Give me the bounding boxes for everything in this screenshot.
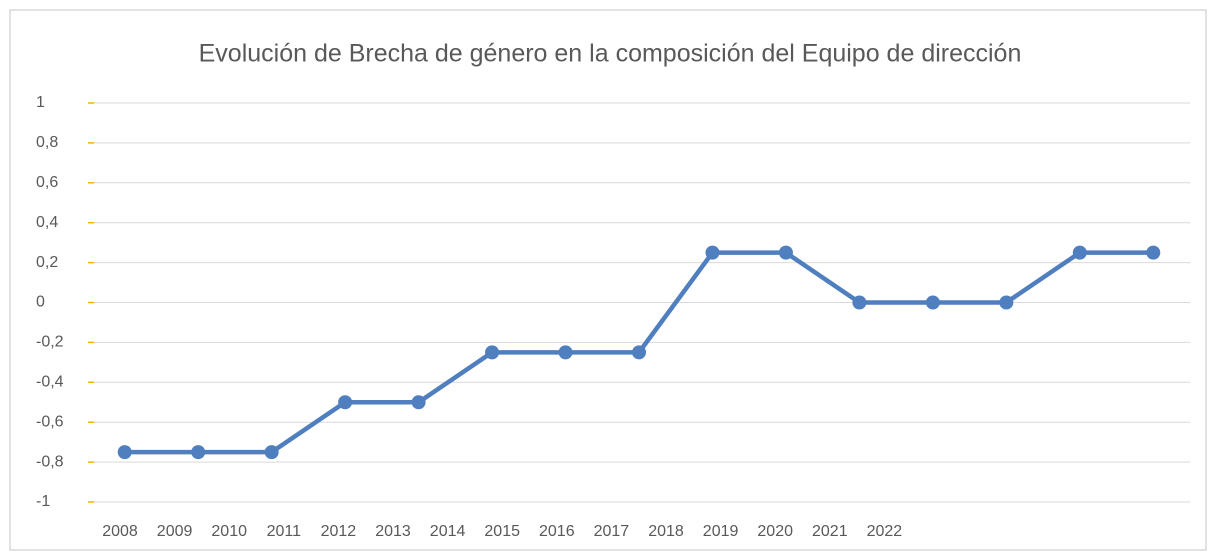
x-tick-label: 2016 [539,523,575,540]
x-tick-label: 2011 [267,523,302,540]
data-point [1146,245,1161,260]
data-point [338,395,353,410]
y-tick-label: 1 [36,94,45,111]
y-tick-label: -0,4 [36,374,64,391]
y-tick-label: -1 [36,493,50,510]
data-point [925,295,940,310]
x-tick-label: 2012 [321,523,357,540]
y-tick-label: 0,2 [36,254,58,271]
x-tick-label: 2014 [430,523,466,540]
y-tick-label: -0,6 [36,413,64,430]
data-point [117,445,132,460]
data-point [191,445,206,460]
chart-title: Evolución de Brecha de género en la comp… [199,40,1022,68]
x-tick-label: 2021 [812,523,848,540]
x-tick-label: 2009 [157,523,193,540]
data-point [999,295,1014,310]
y-tick-label: 0,6 [36,174,58,191]
data-point [778,245,793,260]
data-point [558,345,573,360]
y-tick-label: 0,4 [36,214,58,231]
x-tick-label: 2008 [102,523,138,540]
y-tick-label: -0,2 [36,334,64,351]
y-tick-label: -0,8 [36,453,64,470]
x-tick-label: 2020 [757,523,793,540]
chart-border [9,9,1207,551]
data-point [1072,245,1087,260]
data-point [852,295,867,310]
x-tick-label: 2018 [648,523,684,540]
x-tick-label: 2013 [375,523,411,540]
data-point [264,445,279,460]
data-point [705,245,720,260]
x-tick-label: 2015 [484,523,520,540]
y-tick-label: 0,8 [36,134,58,151]
data-point [411,395,426,410]
y-tick-label: 0 [36,294,45,311]
data-point [485,345,500,360]
x-tick-label: 2019 [703,523,739,540]
x-tick-label: 2017 [594,523,630,540]
data-point [632,345,646,360]
x-tick-label: 2010 [211,523,247,540]
x-tick-label: 2022 [867,523,903,540]
